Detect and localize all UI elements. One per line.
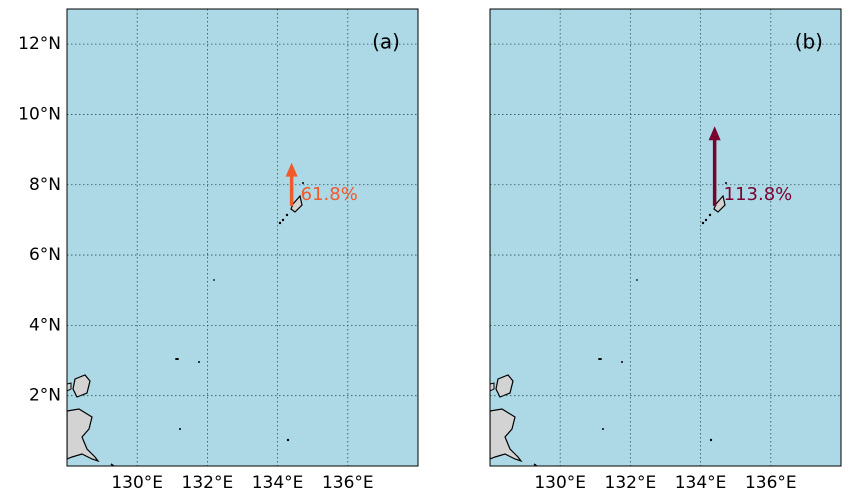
x-tick-label: 134°E — [252, 473, 304, 493]
x-tick-label: 136°E — [745, 473, 797, 493]
map-panel: 130°E 132°E 134°E 136°E 2°N 4°N 6°N 8°N 10°N 12°N… — [18, 8, 419, 493]
x-tick-label: 132°E — [182, 473, 234, 493]
x-tick-label: 134°E — [675, 473, 727, 493]
ocean — [490, 9, 841, 466]
arrow — [708, 126, 721, 206]
frame — [489, 8, 842, 467]
y-tick-label: 6°N — [29, 245, 61, 265]
x-tick-label: 136°E — [322, 473, 374, 493]
y-tick-label: 2°N — [29, 386, 61, 406]
ocean — [67, 9, 418, 466]
y-tick-label: 10°N — [18, 104, 61, 124]
frame — [66, 8, 419, 467]
value-label: 113.8% — [724, 184, 793, 205]
panel-label: (b) — [795, 30, 823, 54]
arrow-head — [285, 162, 298, 177]
map-panel: 130°E 132°E 134°E 136°E (b) 113.8% — [489, 8, 842, 493]
x-tick-label: 132°E — [605, 473, 657, 493]
arrow — [285, 162, 298, 206]
value-label: 61.8% — [301, 184, 358, 205]
panel-label: (a) — [372, 30, 400, 54]
x-tick-label: 130°E — [534, 473, 586, 493]
y-tick-label: 4°N — [29, 315, 61, 335]
y-tick-label: 8°N — [29, 175, 61, 195]
arrow-head — [708, 126, 721, 141]
y-tick-label: 12°N — [18, 34, 61, 54]
x-tick-label: 130°E — [111, 473, 163, 493]
